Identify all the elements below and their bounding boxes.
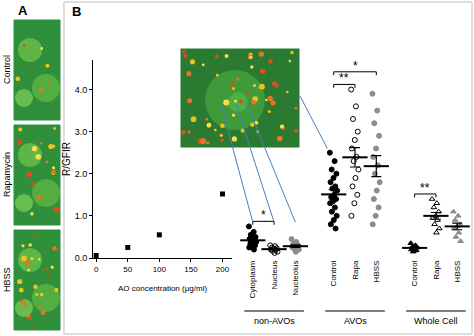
svg-text:AO concentration (μg/ml): AO concentration (μg/ml) — [118, 284, 207, 293]
svg-text:200: 200 — [216, 265, 230, 274]
svg-text:Control: Control — [410, 260, 419, 286]
svg-text:Rapa: Rapa — [432, 260, 441, 280]
svg-text:Rapa: Rapa — [351, 260, 360, 280]
svg-text:Nucleolus: Nucleolus — [291, 261, 300, 296]
svg-text:100: 100 — [153, 265, 167, 274]
svg-text:*: * — [353, 59, 358, 73]
svg-text:HBSS: HBSS — [372, 261, 381, 283]
svg-text:4.0: 4.0 — [75, 85, 88, 95]
svg-text:*: * — [261, 208, 266, 222]
svg-text:R/GFIR: R/GFIR — [61, 142, 72, 176]
svg-text:0.0: 0.0 — [75, 253, 88, 263]
svg-text:**: ** — [339, 71, 349, 85]
svg-text:non-AVOs: non-AVOs — [254, 316, 295, 326]
svg-text:**: ** — [420, 181, 430, 195]
svg-text:Rapamycin: Rapamycin — [2, 152, 12, 197]
svg-text:0: 0 — [94, 265, 99, 274]
svg-text:Cytoplasm: Cytoplasm — [248, 260, 257, 298]
svg-text:B: B — [72, 4, 81, 19]
svg-text:2.0: 2.0 — [75, 169, 88, 179]
svg-text:HBSS: HBSS — [2, 267, 12, 292]
svg-text:50: 50 — [123, 265, 132, 274]
svg-text:HBSS: HBSS — [453, 261, 462, 283]
svg-text:1.0: 1.0 — [75, 211, 88, 221]
svg-text:Control: Control — [2, 55, 12, 84]
svg-text:Control: Control — [329, 260, 338, 286]
svg-text:Nucleus: Nucleus — [270, 261, 279, 290]
svg-text:Whole Cell: Whole Cell — [414, 316, 458, 326]
svg-text:150: 150 — [184, 265, 198, 274]
svg-text:AVOs: AVOs — [344, 316, 367, 326]
svg-text:A: A — [18, 3, 28, 18]
svg-text:3.0: 3.0 — [75, 127, 88, 137]
